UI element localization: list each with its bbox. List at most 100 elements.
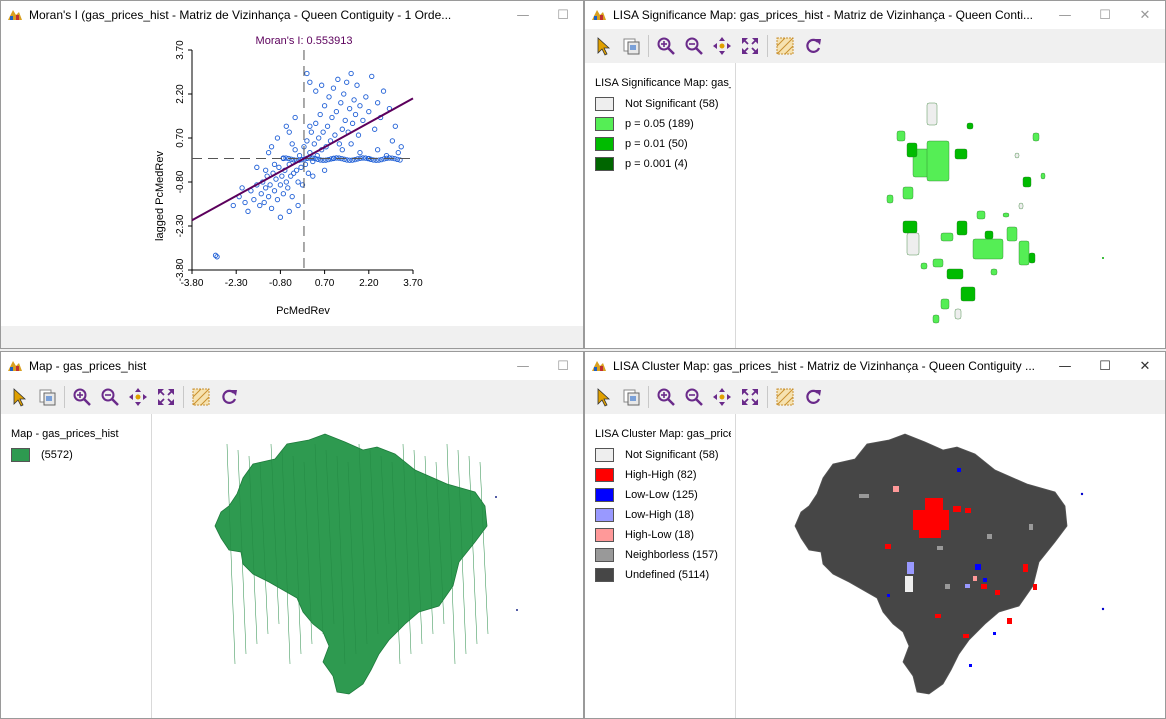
- significance-region[interactable]: [1018, 202, 1024, 210]
- scatter-point[interactable]: [323, 157, 329, 163]
- scatter-point[interactable]: [346, 157, 353, 163]
- significance-region[interactable]: [906, 232, 920, 256]
- scatter-point[interactable]: [283, 179, 289, 185]
- copy-button[interactable]: [617, 384, 645, 410]
- lisa-cluster-map[interactable]: [737, 414, 1166, 719]
- cluster-region[interactable]: [975, 564, 981, 570]
- scatter-point[interactable]: [392, 123, 398, 129]
- fit-button[interactable]: [152, 384, 180, 410]
- cluster-region[interactable]: [973, 576, 977, 581]
- scatter-point[interactable]: [352, 156, 358, 163]
- cluster-region[interactable]: [859, 494, 869, 498]
- scatter-point[interactable]: [374, 147, 381, 153]
- scatter-point[interactable]: [330, 85, 337, 91]
- cluster-region[interactable]: [919, 528, 941, 538]
- scatter-point[interactable]: [299, 157, 305, 163]
- minimize-button[interactable]: —: [516, 7, 530, 23]
- scatter-point[interactable]: [302, 161, 309, 168]
- scatter-point[interactable]: [271, 161, 278, 168]
- significance-region[interactable]: [926, 140, 950, 182]
- scatter-point[interactable]: [273, 176, 279, 182]
- scatter-point[interactable]: [239, 185, 245, 191]
- pan-button[interactable]: [124, 384, 152, 410]
- scatter-point[interactable]: [355, 132, 362, 138]
- scatter-point[interactable]: [307, 79, 313, 85]
- scatter-point[interactable]: [369, 73, 375, 80]
- scatter-point[interactable]: [257, 202, 263, 209]
- maximize-button[interactable]: ☐: [557, 7, 569, 23]
- scatter-point[interactable]: [265, 194, 272, 200]
- cluster-region[interactable]: [953, 506, 961, 512]
- legend-swatch[interactable]: [595, 568, 614, 582]
- significance-region[interactable]: [902, 186, 914, 200]
- scatter-point[interactable]: [325, 157, 332, 163]
- select-button[interactable]: [589, 33, 617, 59]
- close-button[interactable]: ✕: [1139, 358, 1151, 374]
- scatter-point[interactable]: [342, 117, 348, 124]
- scatter-point[interactable]: [313, 88, 319, 94]
- zoom-in-button[interactable]: [652, 33, 680, 59]
- legend-item[interactable]: High-High (82): [595, 465, 735, 485]
- legend-item[interactable]: Neighborless (157): [595, 545, 735, 565]
- scatter-point[interactable]: [349, 157, 355, 163]
- scatter-point[interactable]: [251, 196, 257, 203]
- significance-region[interactable]: [1018, 240, 1030, 266]
- significance-region[interactable]: [1022, 176, 1032, 188]
- legend-item[interactable]: p = 0.01 (50): [595, 134, 735, 154]
- lisa-cluster-titlebar[interactable]: LISA Cluster Map: gas_prices_hist - Matr…: [585, 352, 1165, 380]
- significance-region[interactable]: [976, 210, 986, 220]
- map-titlebar[interactable]: Map - gas_prices_hist — ☐: [1, 352, 583, 380]
- copy-button[interactable]: [33, 384, 61, 410]
- cluster-region[interactable]: [907, 562, 914, 574]
- legend-item[interactable]: High-Low (18): [595, 525, 735, 545]
- scatter-point[interactable]: [295, 202, 301, 209]
- scatter-point[interactable]: [357, 150, 363, 156]
- scatter-point[interactable]: [395, 150, 401, 156]
- significance-region[interactable]: [990, 268, 998, 276]
- scatter-point[interactable]: [348, 70, 354, 77]
- scatter-point[interactable]: [286, 129, 292, 135]
- scatter-point[interactable]: [316, 135, 322, 141]
- scatter-point[interactable]: [389, 138, 396, 144]
- cluster-region[interactable]: [995, 590, 1000, 595]
- scatter-point[interactable]: [268, 205, 275, 212]
- scatter-point[interactable]: [329, 114, 335, 121]
- refresh-button[interactable]: [799, 33, 827, 59]
- scatter-point[interactable]: [307, 123, 313, 129]
- scatter-point[interactable]: [341, 91, 347, 97]
- legend-swatch[interactable]: [595, 528, 614, 542]
- refresh-button[interactable]: [215, 384, 243, 410]
- scatter-point[interactable]: [261, 199, 267, 206]
- scatter-point[interactable]: [271, 188, 278, 194]
- legend-item[interactable]: Low-High (18): [595, 505, 735, 525]
- scatter-point[interactable]: [317, 157, 324, 163]
- scatter-point[interactable]: [333, 108, 340, 115]
- minimize-button[interactable]: —: [1058, 7, 1072, 23]
- zoom-out-button[interactable]: [96, 384, 124, 410]
- maximize-button[interactable]: ☐: [557, 358, 569, 374]
- legend-swatch[interactable]: [595, 97, 614, 111]
- maximize-button[interactable]: ☐: [1099, 358, 1111, 374]
- legend-swatch[interactable]: [595, 468, 614, 482]
- scatter-point[interactable]: [295, 179, 301, 185]
- legend-item[interactable]: Undefined (5114): [595, 565, 735, 585]
- scatter-point[interactable]: [380, 88, 387, 94]
- cluster-region[interactable]: [969, 664, 972, 667]
- significance-region[interactable]: [940, 298, 950, 310]
- scatter-point[interactable]: [360, 117, 366, 124]
- scatter-point[interactable]: [280, 155, 286, 161]
- scatter-point[interactable]: [214, 254, 220, 260]
- significance-region[interactable]: [956, 220, 968, 236]
- fit-button[interactable]: [736, 384, 764, 410]
- scatter-point[interactable]: [357, 103, 363, 109]
- scatter-point[interactable]: [333, 155, 340, 161]
- scatter-point[interactable]: [288, 156, 294, 162]
- legend-item[interactable]: Not Significant (58): [595, 94, 735, 114]
- cluster-region[interactable]: [1007, 618, 1012, 624]
- cluster-region[interactable]: [937, 546, 943, 550]
- significance-region[interactable]: [926, 102, 938, 126]
- scatter-point[interactable]: [299, 182, 306, 188]
- select-button[interactable]: [589, 384, 617, 410]
- scatter-point[interactable]: [298, 164, 304, 170]
- fit-button[interactable]: [736, 33, 764, 59]
